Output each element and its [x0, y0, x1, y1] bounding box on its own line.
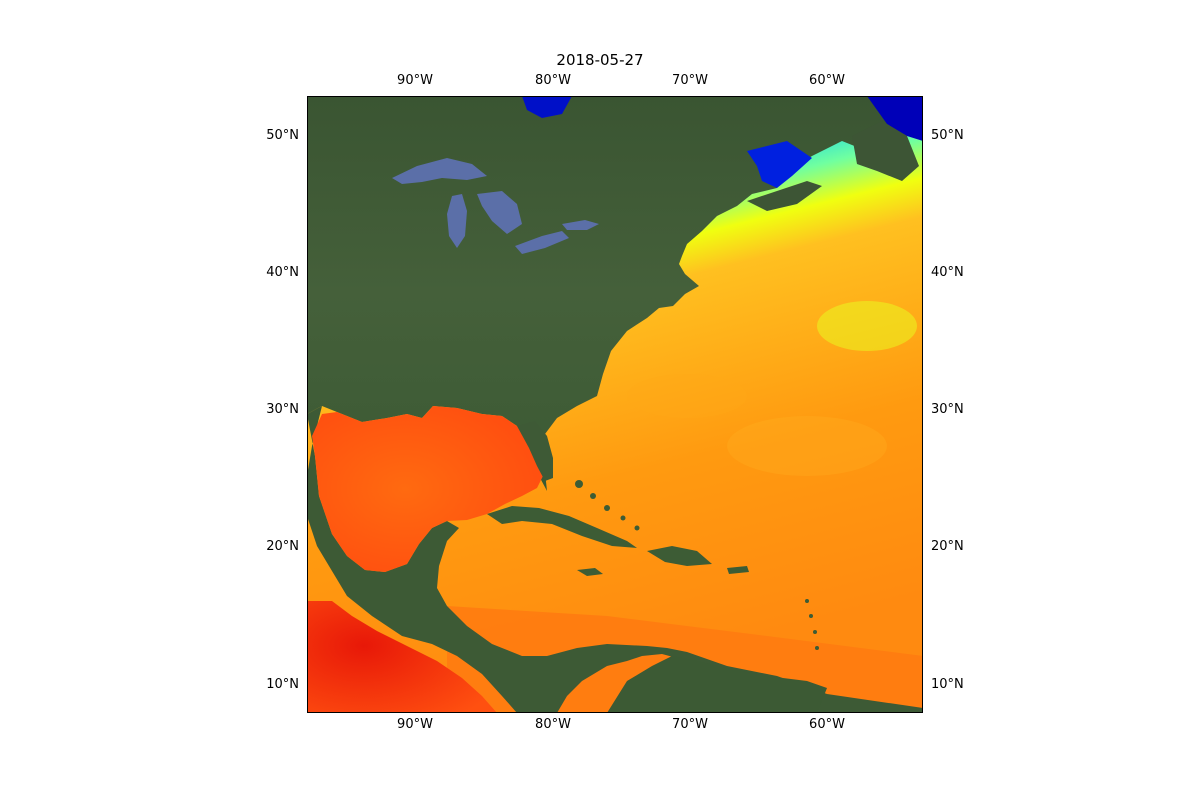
map-border	[307, 96, 923, 713]
map-title: 2018-05-27	[556, 51, 644, 69]
lat-tick-right: 10°N	[931, 677, 964, 692]
lon-tick-top: 70°W	[672, 73, 708, 88]
lon-tick-bottom: 70°W	[672, 717, 708, 732]
labrador-sea	[867, 96, 923, 141]
puerto-rico-land	[727, 566, 749, 574]
bahamas-island	[604, 505, 610, 511]
bahamas-island	[620, 515, 626, 521]
newfoundland-land	[852, 121, 919, 181]
warm-eddy	[627, 374, 747, 418]
lon-tick-top: 80°W	[535, 73, 571, 88]
central-america-land	[307, 406, 923, 713]
lat-tick-left: 50°N	[266, 128, 299, 143]
lon-tick-bottom: 60°W	[809, 717, 845, 732]
lake-michigan	[447, 194, 467, 248]
lon-tick-top: 60°W	[809, 73, 845, 88]
south-america-land	[607, 656, 827, 713]
lat-tick-left: 10°N	[266, 677, 299, 692]
lake-huron	[477, 191, 522, 234]
bahamas-island	[590, 493, 596, 499]
hispaniola-land	[647, 546, 712, 566]
lake-superior	[392, 158, 487, 184]
lat-tick-right: 30°N	[931, 402, 964, 417]
lat-tick-left: 40°N	[266, 265, 299, 280]
bahamas-island	[634, 525, 640, 531]
eastern-pacific	[307, 601, 497, 713]
cuba-land	[487, 506, 637, 548]
gulf-of-mexico	[312, 406, 545, 572]
cool-eddy	[817, 301, 917, 351]
lat-tick-left: 20°N	[266, 539, 299, 554]
antilles-island	[805, 599, 809, 603]
lat-tick-right: 50°N	[931, 128, 964, 143]
lon-tick-top: 90°W	[397, 73, 433, 88]
antilles-island	[809, 614, 813, 618]
lon-tick-bottom: 80°W	[535, 717, 571, 732]
lat-tick-left: 30°N	[266, 402, 299, 417]
lat-tick-right: 40°N	[931, 265, 964, 280]
bahamas-island	[575, 480, 583, 488]
lake-ontario	[562, 220, 599, 230]
antilles-island	[813, 630, 817, 634]
lon-tick-bottom: 90°W	[397, 717, 433, 732]
sst-map	[307, 96, 923, 713]
antilles-island	[815, 646, 819, 650]
jamaica-land	[577, 568, 603, 576]
hudson-bay	[522, 96, 572, 118]
lat-tick-right: 20°N	[931, 539, 964, 554]
warm-eddy	[727, 416, 887, 476]
florida-land	[517, 421, 553, 481]
lake-erie	[515, 231, 569, 254]
nova-scotia-land	[747, 181, 822, 211]
gulf-of-st-lawrence	[747, 141, 812, 188]
